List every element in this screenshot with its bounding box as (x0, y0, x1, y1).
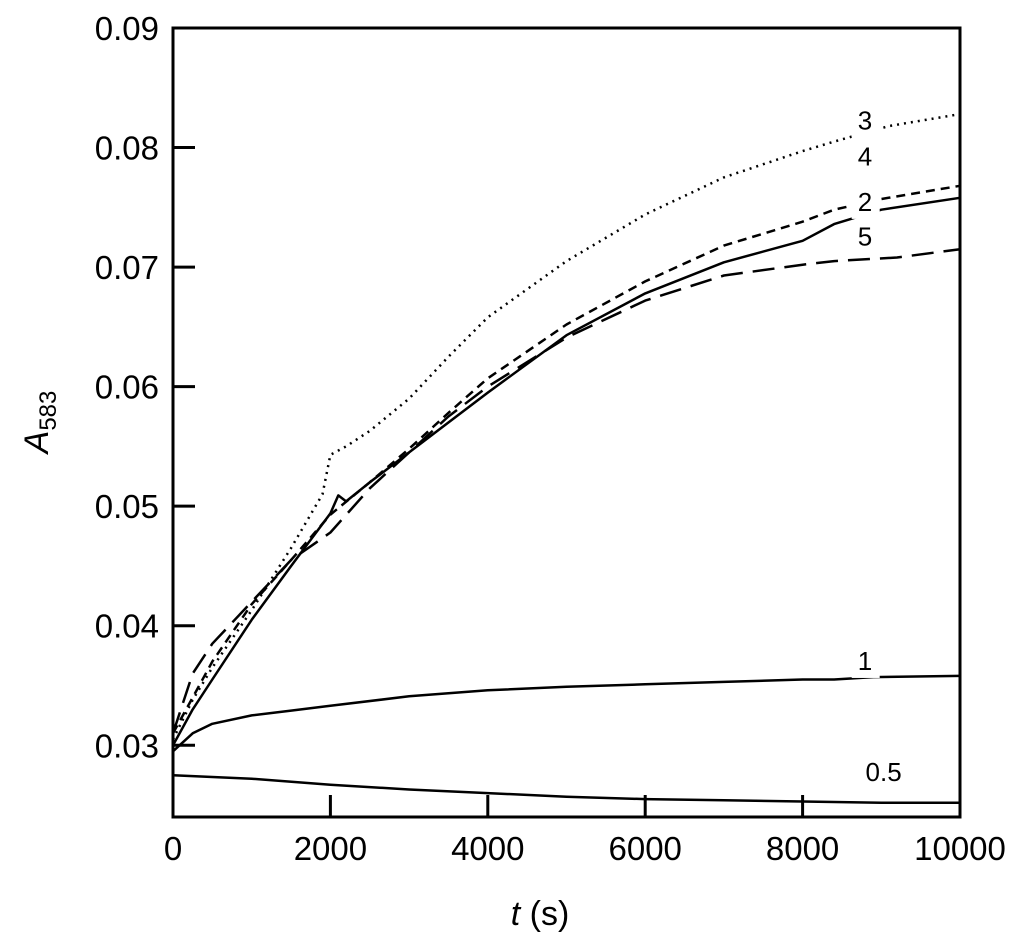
y-tick-label: 0.07 (95, 249, 159, 286)
series-line-5 (171, 247, 961, 734)
x-tick-label: 0 (164, 830, 182, 867)
y-tick-label: 0.09 (95, 10, 159, 47)
annotation-knockout (859, 757, 920, 790)
series-line-2 (171, 196, 961, 746)
x-tick-label: 10000 (914, 830, 1006, 867)
y-axis-title: A583 (18, 391, 62, 456)
x-axis-symbol: t (511, 895, 522, 933)
y-tick-label: 0.08 (95, 130, 159, 167)
x-tick-label: 4000 (451, 830, 524, 867)
x-axis-ticks: 0 2000 4000 6000 8000 10000 (164, 795, 1006, 867)
annotation-knockout (851, 186, 880, 219)
series-annotation-label: 0.5 (866, 757, 902, 787)
x-tick-label: 6000 (608, 830, 681, 867)
series-line-1 (172, 674, 961, 753)
y-tick-label: 0.06 (95, 369, 159, 406)
x-axis-unit: (s) (520, 895, 569, 933)
series-line-4 (171, 184, 961, 734)
x-tick-label: 8000 (766, 830, 839, 867)
annotation-knockout (851, 221, 880, 254)
y-tick-label: 0.04 (95, 608, 159, 645)
series-annotation-label: 3 (858, 106, 872, 136)
annotation-knockout (851, 105, 880, 138)
series-annotations: 3 4 2 5 1 0.5 (851, 105, 920, 790)
annotation-knockout (851, 645, 880, 678)
series-annotation-label: 2 (858, 187, 872, 217)
y-axis-symbol: A (18, 431, 56, 456)
y-tick-label: 0.05 (95, 488, 159, 525)
series-annotation-label: 1 (858, 646, 872, 676)
plot-frame (171, 26, 962, 819)
annotation-knockout (851, 141, 880, 174)
x-tick-label: 2000 (294, 830, 367, 867)
y-tick-label: 0.03 (95, 727, 159, 764)
y-axis-subscript: 583 (35, 391, 62, 431)
y-axis-ticks: 0.03 0.04 0.05 0.06 0.07 0.08 0.09 (95, 10, 195, 764)
x-axis-title: t (s) (511, 895, 570, 933)
series-annotation-label: 5 (858, 222, 872, 252)
series-lines (171, 112, 961, 804)
series-annotation-label: 4 (858, 141, 872, 171)
series-line-0-5 (172, 773, 960, 804)
